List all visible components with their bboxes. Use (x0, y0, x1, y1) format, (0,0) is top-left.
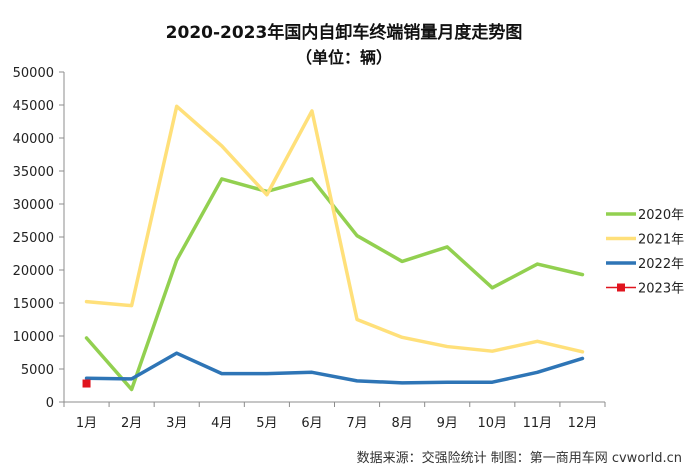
legend-label: 2020年 (638, 208, 684, 223)
x-tick-label: 4月 (211, 416, 232, 431)
x-tick-label: 3月 (166, 416, 187, 431)
x-tick-label: 6月 (301, 416, 322, 431)
x-tick-label: 12月 (568, 416, 598, 431)
y-tick-label: 50000 (13, 66, 54, 81)
series-line-2022年 (84, 351, 585, 385)
y-tick-label: 35000 (13, 165, 54, 180)
x-tick-label: 9月 (437, 416, 458, 431)
y-tick-label: 15000 (13, 297, 54, 312)
x-tick-label: 7月 (346, 416, 367, 431)
chart-subtitle: （单位：辆） (296, 48, 392, 67)
x-tick-label: 11月 (523, 416, 553, 431)
series-line-2021年 (84, 104, 585, 354)
series-point-2023年 (82, 379, 91, 388)
x-tick-label: 2月 (121, 416, 142, 431)
legend-marker-2023年 (617, 283, 625, 292)
chart-title: 2020-2023年国内自卸车终端销量月度走势图 (166, 22, 523, 43)
legend-label: 2023年 (638, 282, 684, 297)
legend-label: 2021年 (638, 233, 684, 248)
y-tick-label: 45000 (13, 99, 54, 114)
legend-label: 2022年 (638, 257, 684, 272)
x-tick-label: 8月 (391, 416, 412, 431)
x-tick-label: 1月 (76, 416, 97, 431)
y-tick-label: 30000 (13, 198, 54, 213)
series-lines (82, 104, 585, 392)
x-tick-label: 10月 (478, 416, 508, 431)
y-tick-label: 40000 (13, 132, 54, 147)
y-tick-label: 5000 (21, 363, 54, 378)
legend: 2020年 2021年 2022年 2023年 (606, 208, 684, 297)
x-tick-label: 5月 (256, 416, 277, 431)
y-tick-label: 20000 (13, 264, 54, 279)
axes: 0 5000 10000 15000 20000 25000 30000 35000 40000… (13, 66, 606, 431)
y-tick-label: 0 (46, 396, 54, 411)
data-source-note: 数据来源：交强险统计 制图：第一商用车网 cvworld.cn (357, 450, 682, 466)
y-tick-label: 10000 (13, 330, 54, 345)
y-tick-label: 25000 (13, 231, 54, 246)
